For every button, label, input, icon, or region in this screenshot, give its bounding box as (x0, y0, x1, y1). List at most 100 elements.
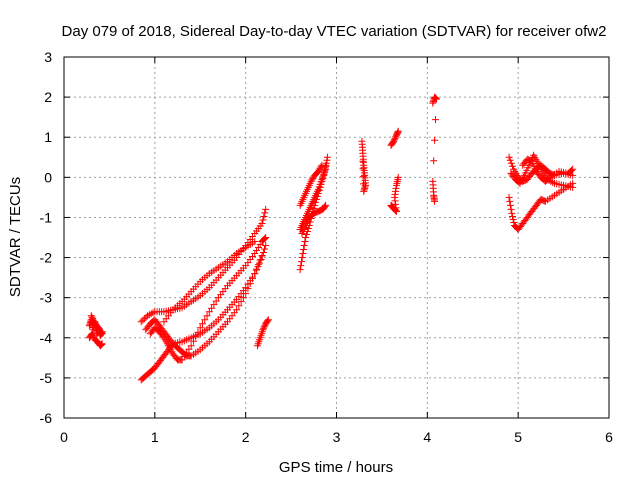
data-point-marker (360, 180, 368, 188)
data-point-marker (315, 166, 323, 174)
data-point-marker (89, 331, 97, 339)
data-point-marker (307, 177, 315, 185)
data-point-marker (506, 197, 514, 205)
data-point-marker (256, 241, 264, 249)
data-point-marker (262, 205, 270, 213)
data-point-marker (508, 209, 516, 217)
data-point-marker (549, 178, 557, 186)
data-point-marker (301, 238, 309, 246)
data-point-marker (260, 323, 268, 331)
data-point-marker (192, 333, 200, 341)
data-point-marker (390, 136, 398, 144)
data-point-marker (359, 172, 367, 180)
data-point-marker (147, 310, 155, 318)
data-point-marker (239, 294, 247, 302)
data-point-marker (508, 212, 516, 220)
data-point-marker (322, 201, 330, 209)
data-point-marker (309, 174, 317, 182)
data-point-marker (254, 261, 262, 269)
data-point-marker (308, 176, 316, 184)
data-point-marker (264, 316, 272, 324)
data-point-marker (233, 306, 241, 314)
data-points (85, 93, 577, 384)
x-tick-label: 5 (514, 429, 522, 445)
data-point-marker (145, 311, 153, 319)
data-point-marker (262, 242, 270, 250)
data-point-marker (390, 137, 398, 145)
data-point-marker (259, 326, 267, 334)
data-point-marker (540, 197, 548, 205)
data-point-marker (208, 304, 216, 312)
data-point-marker (431, 197, 439, 205)
data-point-marker (264, 317, 272, 325)
data-point-marker (360, 187, 368, 195)
x-tick-label: 0 (60, 429, 68, 445)
data-point-marker (261, 245, 269, 253)
data-point-marker (256, 256, 264, 264)
data-point-marker (199, 320, 207, 328)
data-point-marker (432, 95, 440, 103)
data-point-marker (568, 166, 576, 174)
data-point-marker (323, 153, 331, 161)
data-point-marker (316, 164, 324, 172)
data-point-marker (317, 163, 325, 171)
data-point-marker (259, 216, 267, 224)
data-point-marker (90, 333, 98, 341)
data-point-marker (98, 330, 106, 338)
data-point-marker (505, 153, 513, 161)
data-point-marker (569, 171, 577, 179)
data-point-marker (254, 244, 262, 252)
y-tick-label: -1 (40, 209, 53, 225)
data-point-marker (258, 219, 266, 227)
data-point-marker (262, 234, 270, 241)
data-point-marker (189, 337, 197, 345)
data-point-marker (212, 297, 220, 305)
data-point-marker (194, 328, 202, 336)
data-point-marker (205, 308, 213, 316)
data-point-marker (510, 218, 518, 226)
data-point-marker (149, 309, 157, 317)
data-point-marker (98, 340, 106, 348)
data-point-marker (251, 238, 259, 246)
data-point-marker (139, 316, 147, 324)
y-tick-label: -4 (40, 330, 53, 346)
data-point-marker (431, 136, 439, 144)
data-point-marker (261, 235, 269, 243)
data-point-marker (506, 201, 514, 209)
data-point-marker (506, 156, 514, 164)
data-point-marker (259, 249, 267, 257)
y-tick-label: -5 (40, 370, 53, 386)
x-tick-label: 3 (333, 429, 341, 445)
data-point-marker (302, 234, 310, 241)
data-point-marker (505, 193, 513, 201)
x-axis-label: GPS time / hours (279, 459, 393, 476)
data-point-marker (180, 352, 188, 360)
y-tick-label: 1 (44, 129, 52, 145)
data-point-marker (299, 250, 307, 258)
data-point-marker (196, 324, 204, 332)
data-point-marker (159, 332, 167, 340)
data-point-marker (246, 280, 254, 288)
data-point-marker (314, 167, 322, 175)
data-point-marker (251, 270, 259, 278)
data-point-marker (298, 254, 306, 262)
data-point-marker (321, 202, 329, 210)
data-point-marker (183, 349, 191, 357)
y-tick-label: 0 (44, 169, 52, 185)
y-tick-label: 2 (44, 89, 52, 105)
data-point-marker (251, 250, 259, 258)
y-tick-label: -2 (40, 250, 53, 266)
chart-title: Day 079 of 2018, Sidereal Day-to-day VTE… (62, 23, 607, 40)
x-tick-label: 6 (605, 429, 613, 445)
data-point-marker (298, 258, 306, 266)
data-point-marker (261, 209, 269, 217)
data-point-marker (508, 162, 516, 170)
y-tick-label: 3 (44, 49, 52, 65)
data-point-marker (256, 259, 264, 267)
x-tick-label: 4 (423, 429, 431, 445)
data-point-marker (237, 298, 245, 306)
data-point-marker (394, 127, 402, 135)
y-axis-label: SDTVAR / TECUs (7, 177, 24, 297)
data-point-marker (97, 329, 105, 337)
data-point-marker (258, 252, 266, 260)
